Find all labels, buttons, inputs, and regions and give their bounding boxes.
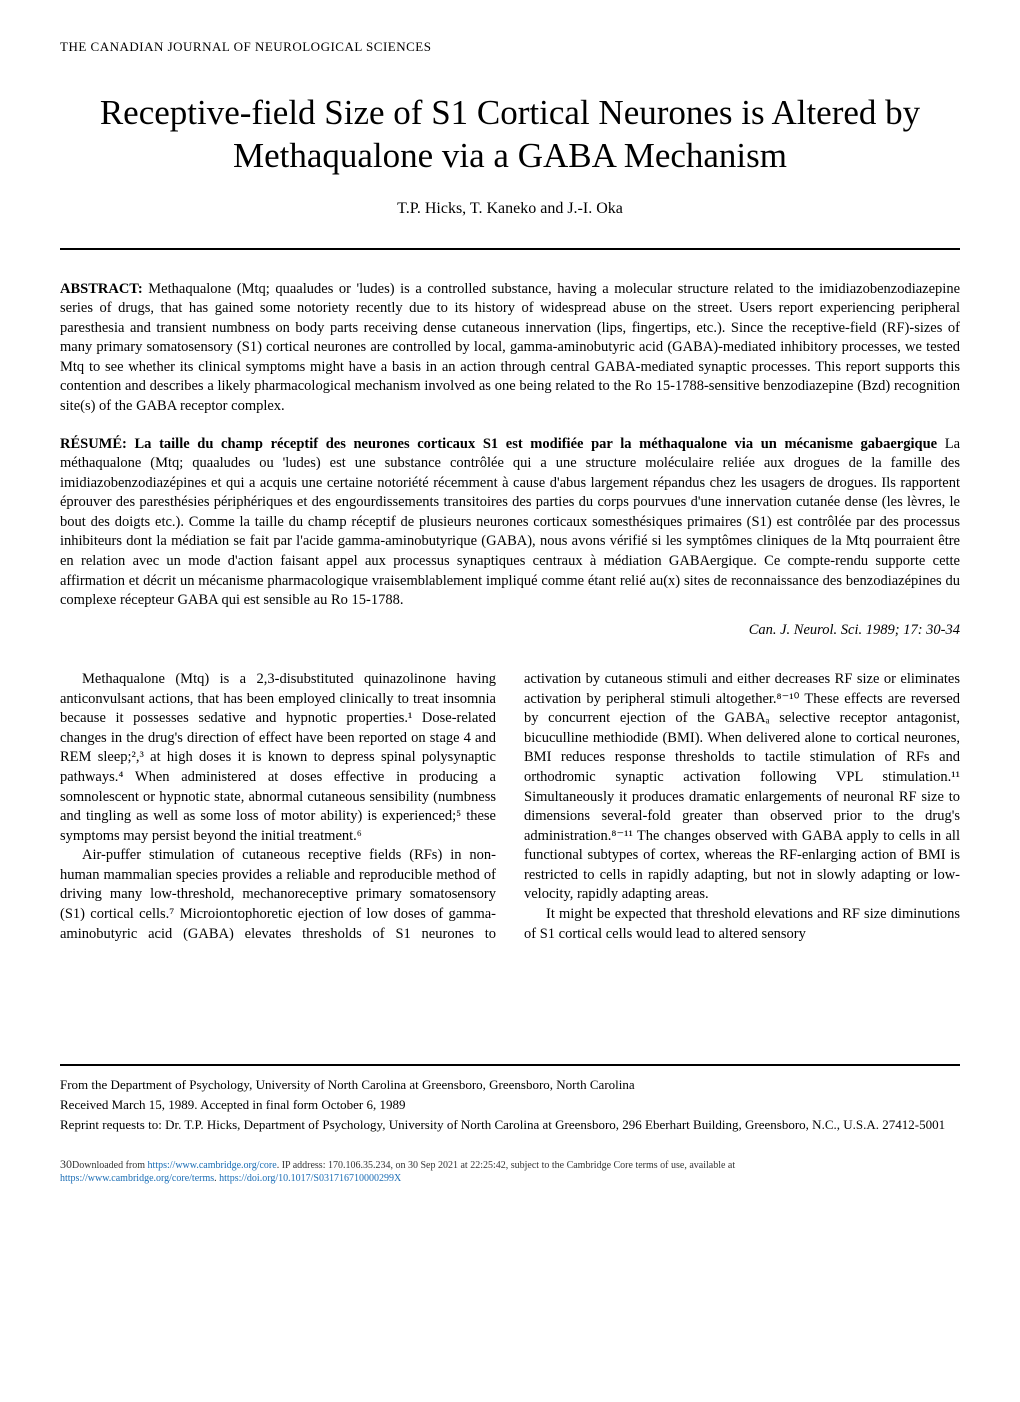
download-banner: 30Downloaded from https://www.cambridge.… [60, 1157, 960, 1186]
resume-subtitle: La taille du champ réceptif des neurones… [135, 436, 938, 452]
reprint-info: Reprint requests to: Dr. T.P. Hicks, Dep… [60, 1116, 960, 1134]
affiliation: From the Department of Psychology, Unive… [60, 1076, 960, 1094]
body-text: Methaqualone (Mtq) is a 2,3-disubstitute… [60, 670, 960, 944]
body-paragraph: It might be expected that threshold elev… [524, 905, 960, 944]
abstract-text: Methaqualone (Mtq; quaaludes or 'ludes) … [60, 281, 960, 414]
article-title: Receptive-field Size of S1 Cortical Neur… [90, 91, 930, 179]
footer-info: From the Department of Psychology, Unive… [60, 1076, 960, 1135]
download-link[interactable]: https://www.cambridge.org/core [148, 1160, 277, 1171]
journal-header: THE CANADIAN JOURNAL OF NEUROLOGICAL SCI… [60, 38, 960, 56]
resume-block: RÉSUMÉ: La taille du champ réceptif des … [60, 435, 960, 611]
resume-text: La méthaqualone (Mtq; quaaludes ou 'lude… [60, 436, 960, 609]
abstract-label: ABSTRACT: [60, 281, 143, 297]
download-prefix: Downloaded from [72, 1160, 148, 1171]
resume-label: RÉSUMÉ: [60, 436, 127, 452]
authors: T.P. Hicks, T. Kaneko and J.-I. Oka [60, 198, 960, 220]
abstract-block: ABSTRACT: Methaqualone (Mtq; quaaludes o… [60, 280, 960, 417]
page-number: 30 [60, 1157, 72, 1171]
download-link[interactable]: https://www.cambridge.org/core/terms [60, 1173, 214, 1184]
received-date: Received March 15, 1989. Accepted in fin… [60, 1096, 960, 1114]
download-link[interactable]: https://doi.org/10.1017/S031716710000299… [219, 1173, 401, 1184]
body-paragraph: Methaqualone (Mtq) is a 2,3-disubstitute… [60, 670, 496, 846]
divider-top [60, 248, 960, 250]
divider-footer [60, 1064, 960, 1066]
citation: Can. J. Neurol. Sci. 1989; 17: 30-34 [60, 621, 960, 641]
download-mid: . IP address: 170.106.35.234, on 30 Sep … [277, 1160, 735, 1171]
